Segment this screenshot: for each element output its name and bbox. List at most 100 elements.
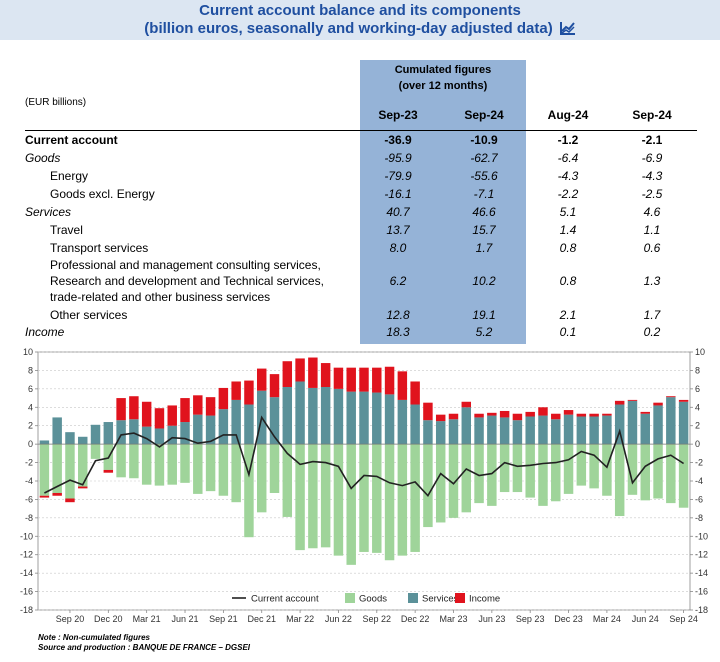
x-tick-label: Dec 20	[94, 614, 123, 624]
bar-goods	[602, 444, 612, 496]
x-tick-label: Jun 24	[632, 614, 659, 624]
cell: 15.7	[472, 223, 496, 237]
cell: -10.9	[470, 133, 498, 147]
y-tick-label-right: -12	[695, 550, 708, 560]
bar-income	[308, 357, 318, 388]
bar-income	[563, 410, 574, 415]
bar-goods	[614, 444, 625, 517]
bar-income	[231, 381, 241, 400]
bar-services	[359, 391, 369, 445]
row-label: Services	[25, 205, 72, 219]
line-current-account	[44, 415, 685, 498]
cell: -2.5	[641, 187, 663, 201]
bar-services	[512, 420, 523, 445]
x-tick-label: Mar 21	[133, 614, 161, 624]
bar-goods	[678, 444, 689, 508]
legend-swatch	[455, 593, 465, 603]
bar-goods	[499, 444, 510, 493]
bar-goods	[346, 444, 356, 565]
bar-income	[218, 387, 229, 410]
y-tick-label: 0	[28, 439, 33, 449]
y-tick-label-right: 6	[695, 384, 700, 394]
cell: 46.6	[472, 205, 496, 219]
bar-income	[193, 395, 203, 415]
bar-income	[474, 413, 484, 418]
bar-goods	[167, 444, 177, 485]
bar-income	[614, 400, 625, 405]
cell: 0.1	[559, 325, 577, 339]
cell: -4.3	[641, 169, 663, 183]
bar-services	[39, 440, 50, 445]
bar-goods	[423, 444, 433, 528]
bar-services	[372, 392, 382, 445]
y-tick-label: -8	[25, 513, 33, 523]
bar-goods	[205, 444, 216, 492]
bar-income	[52, 492, 62, 496]
bar-services	[295, 381, 305, 445]
bar-services	[499, 417, 510, 445]
y-tick-label: -2	[25, 458, 33, 468]
row-label-line: Research and development and Technical s…	[50, 274, 324, 288]
unit-label: (EUR billions)	[25, 97, 87, 108]
cell: 0.8	[559, 274, 577, 288]
bar-income	[154, 408, 165, 429]
bar-goods	[487, 444, 497, 506]
bar-goods	[154, 444, 165, 486]
y-tick-label-right: -8	[695, 513, 703, 523]
column-header-sep23: Sep-23	[378, 108, 418, 122]
bar-income	[359, 367, 369, 392]
bar-services	[410, 404, 420, 445]
row-label: Goods	[25, 151, 61, 165]
bar-goods	[141, 444, 152, 485]
bar-services	[602, 415, 612, 445]
cell: 1.1	[643, 223, 661, 237]
cell: 12.8	[386, 308, 410, 322]
bar-income	[423, 402, 433, 421]
x-tick-label: Sep 22	[363, 614, 392, 624]
y-tick-label-right: 8	[695, 365, 700, 375]
bar-services	[129, 419, 139, 445]
bar-services	[678, 401, 689, 445]
bar-goods	[359, 444, 369, 552]
legend-label: Current account	[251, 594, 319, 605]
bar-goods	[410, 444, 420, 552]
bar-services	[627, 400, 638, 445]
y-tick-label: -14	[20, 568, 33, 578]
y-tick-label-right: -4	[695, 476, 703, 486]
x-tick-label: Jun 21	[172, 614, 199, 624]
column-header-sep24: Sep-24	[632, 108, 672, 122]
bar-services	[308, 387, 318, 445]
bar-income	[103, 469, 114, 473]
bar-income	[551, 413, 561, 420]
cell: 5.2	[475, 325, 493, 339]
bar-goods	[666, 444, 676, 504]
chart-icon[interactable]	[559, 21, 576, 40]
page-subtitle-text: (billion euros, seasonally and working-d…	[144, 20, 553, 37]
cell: 40.7	[386, 205, 410, 219]
cell: 1.3	[643, 274, 661, 288]
cell: 0.6	[643, 241, 661, 255]
bar-goods	[397, 444, 408, 556]
y-tick-label: -4	[25, 476, 33, 486]
notes: Note : Non-cumulated figures Source and …	[38, 633, 250, 653]
bar-income	[666, 396, 676, 398]
x-tick-label: Sep 23	[516, 614, 545, 624]
bar-goods	[372, 444, 382, 553]
bar-income	[256, 368, 267, 391]
row-label-line: Professional and management consulting s…	[50, 258, 321, 272]
cumulated-header-line2: (over 12 months)	[398, 80, 488, 92]
bar-services	[193, 414, 203, 445]
bar-services	[282, 387, 293, 445]
bar-income	[129, 396, 139, 420]
cell: -79.9	[384, 169, 412, 183]
bar-goods	[653, 444, 663, 499]
y-tick-label: -16	[20, 587, 33, 597]
bar-services	[65, 432, 75, 445]
legend-swatch	[345, 593, 355, 603]
bar-goods	[256, 444, 267, 513]
cell: 0.8	[559, 241, 577, 255]
bar-goods	[65, 444, 75, 499]
bar-services	[551, 419, 561, 445]
cell: -6.4	[557, 151, 579, 165]
bar-income	[461, 401, 472, 408]
